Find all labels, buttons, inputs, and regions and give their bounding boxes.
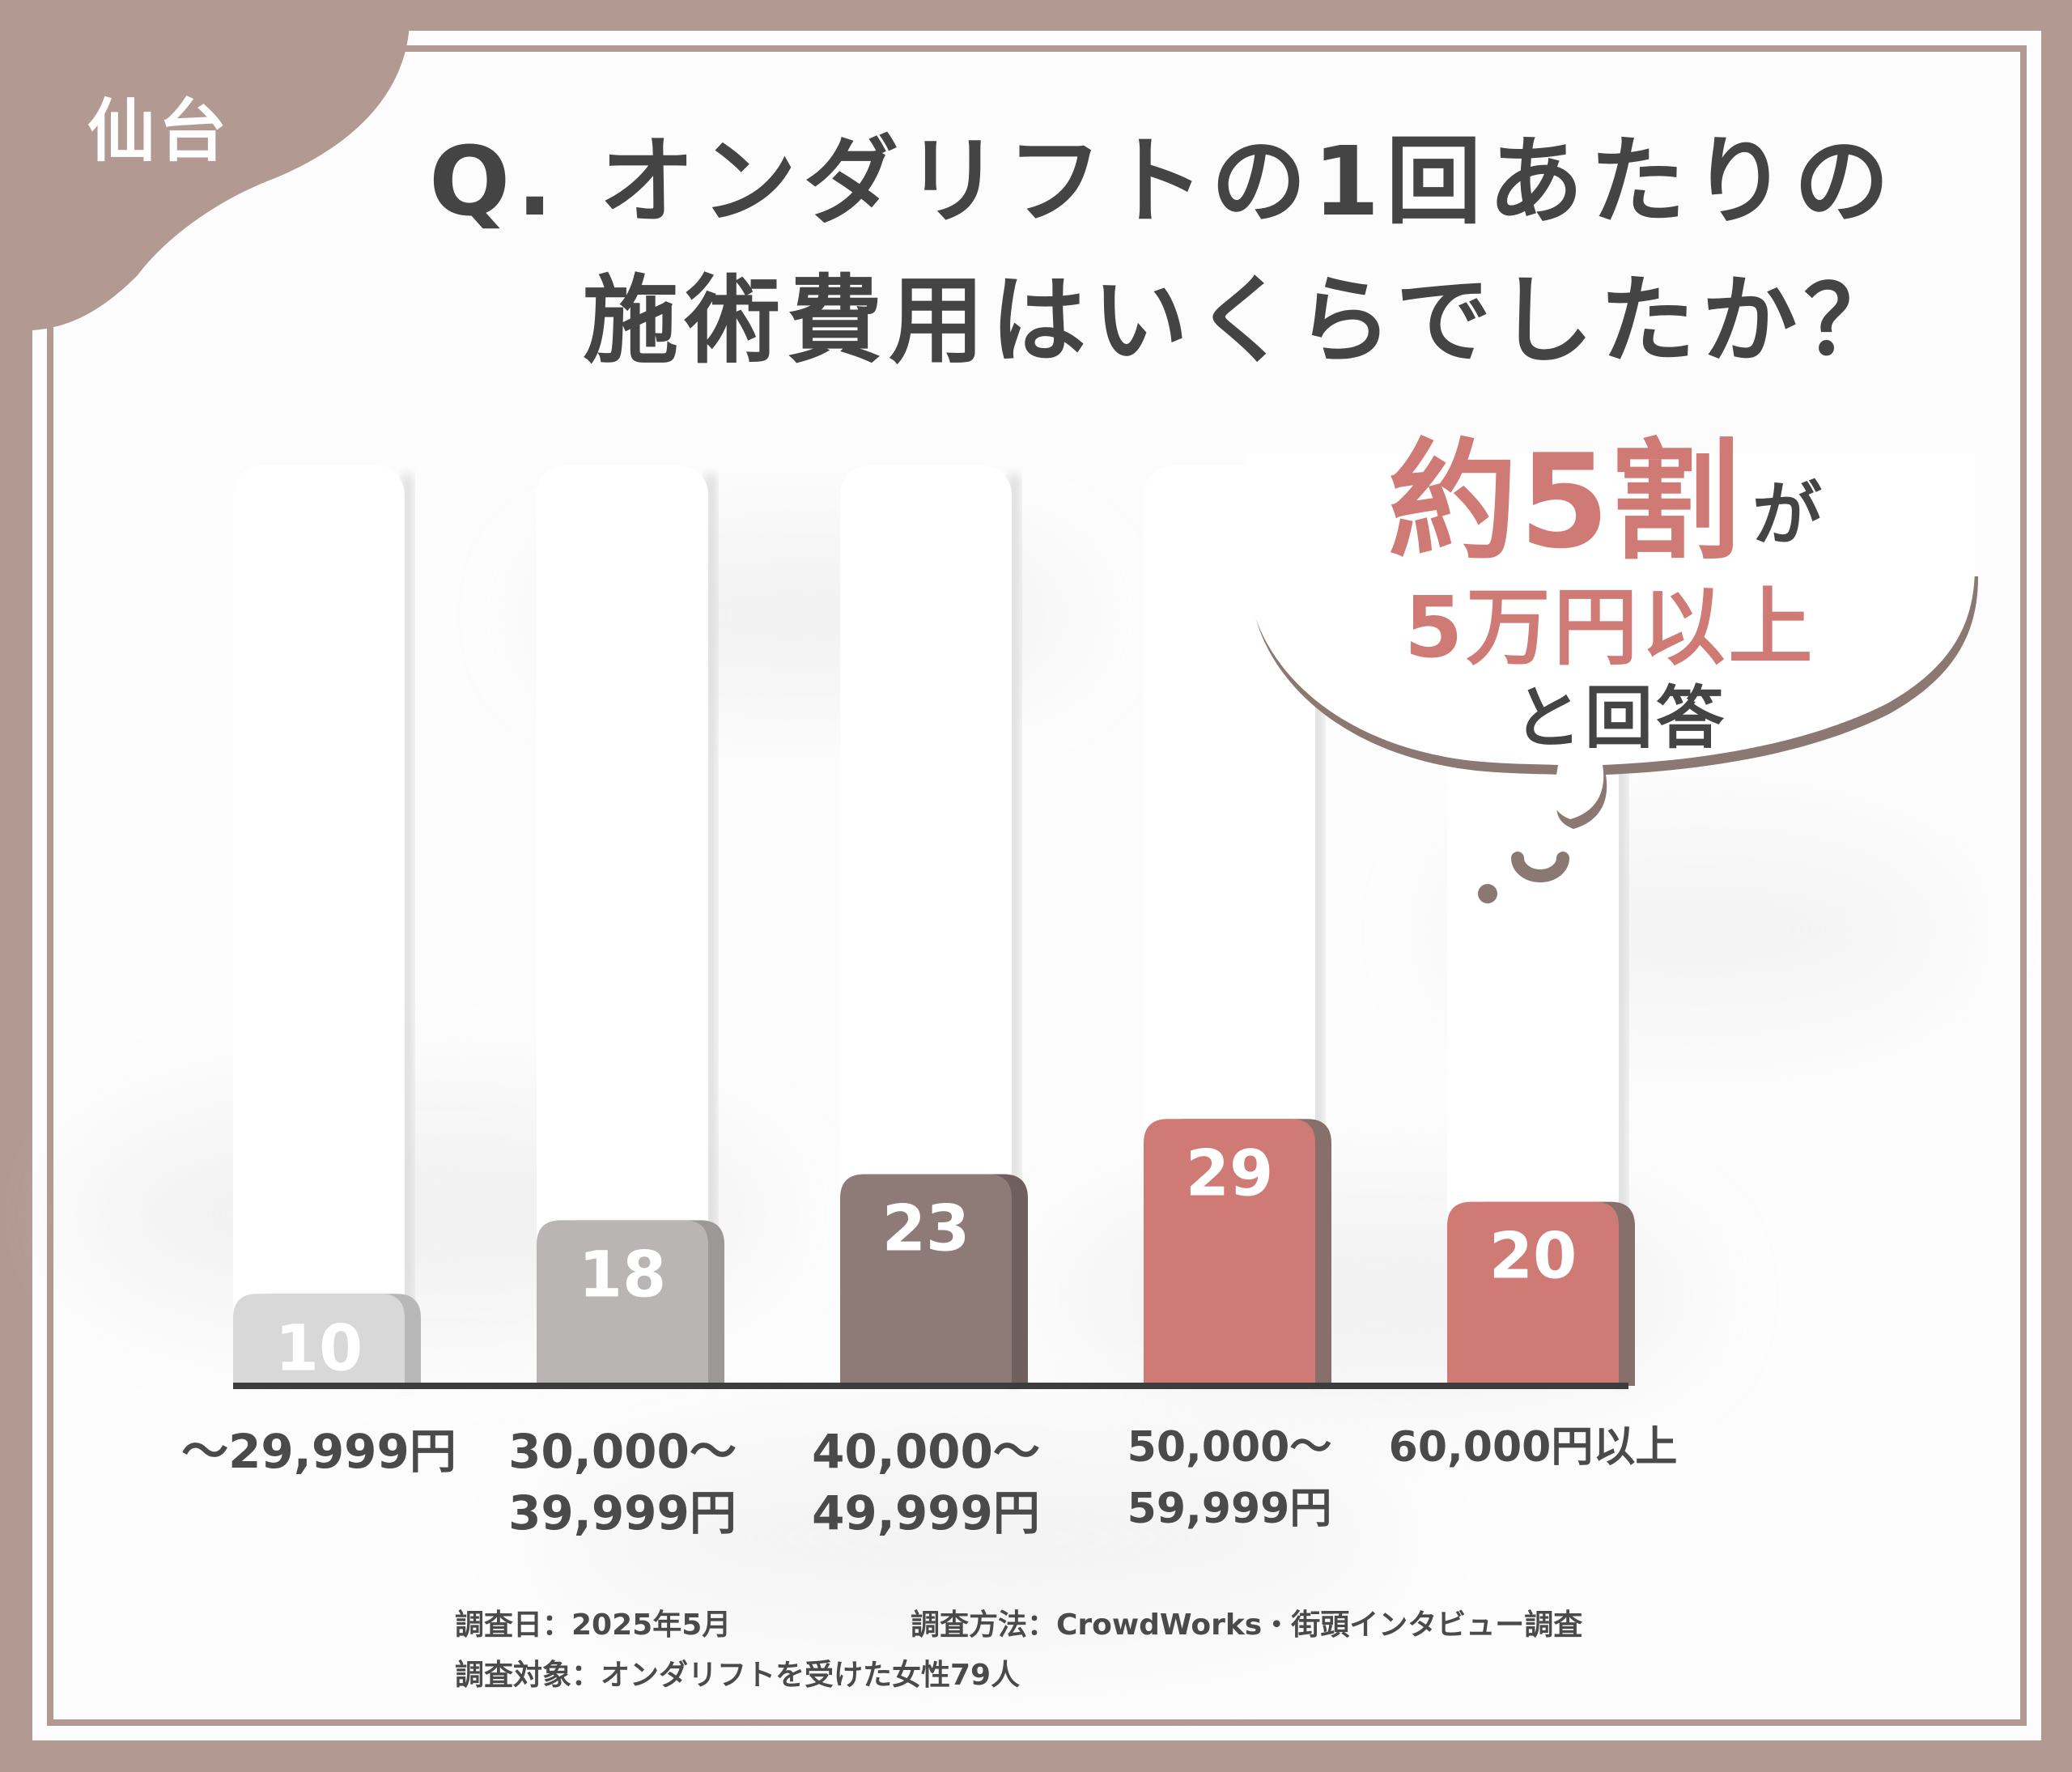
bar-value-label: 23 — [882, 1192, 970, 1265]
x-tick-label: 40,000～ 49,999円 — [812, 1424, 1040, 1540]
survey-method: 調査方法：CrowdWorks・街頭インタビュー調査 — [911, 1608, 1583, 1642]
x-tick-label: 50,000～ 59,999円 — [1127, 1423, 1332, 1533]
bar — [1144, 1119, 1315, 1386]
bar-value-label: 10 — [275, 1312, 363, 1385]
survey-date: 調査日：2025年5月 — [455, 1608, 732, 1642]
bar — [233, 1294, 405, 1386]
city-badge-label: 仙台 — [87, 91, 231, 171]
bar-track — [840, 465, 1012, 1386]
inner-border — [47, 45, 2027, 1726]
bar-track — [233, 465, 405, 1386]
bar-value-label: 29 — [1186, 1137, 1274, 1210]
callout-particle: が — [1752, 474, 1822, 555]
city-badge-shape — [0, 0, 410, 332]
callout-bubble — [1246, 453, 1978, 903]
bar-track — [537, 465, 708, 1386]
callout-suffix: と回答 — [1514, 678, 1728, 758]
x-tick-label: 30,000～ 39,999円 — [508, 1424, 737, 1540]
bar — [537, 1220, 708, 1386]
x-tick-label: ～29,999円 — [181, 1424, 456, 1479]
x-tick-label: 60,000円以上 — [1388, 1423, 1678, 1472]
title-line-2: 施術費用はいくらでしたか？ — [583, 265, 1906, 376]
title-line-1: Q. オンダリフトの1回あたりの — [429, 125, 1896, 237]
bar — [840, 1174, 1012, 1386]
bar-value-label: 18 — [579, 1239, 667, 1311]
callout-range: 5万円以上 — [1404, 578, 1816, 677]
callout-ratio: 約5割 — [1388, 426, 1743, 577]
bar-chart: 10 18 23 29 20 — [233, 465, 1635, 1389]
bar — [1447, 1201, 1619, 1386]
survey-target: 調査対象：オンダリフトを受けた女性79人 — [455, 1659, 1021, 1692]
bar-value-label: 20 — [1489, 1221, 1577, 1294]
